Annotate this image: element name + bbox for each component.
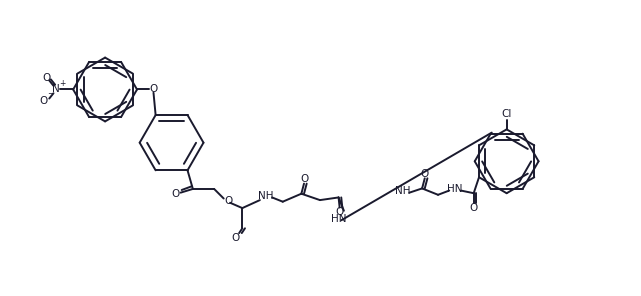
Text: −: − (47, 89, 53, 98)
Text: O: O (232, 233, 240, 243)
Text: NH: NH (258, 192, 274, 201)
Text: O: O (335, 207, 344, 217)
Text: O: O (420, 168, 429, 178)
Text: O: O (42, 73, 51, 83)
Text: O: O (172, 189, 180, 199)
Text: O: O (149, 84, 158, 94)
Text: N: N (53, 84, 60, 94)
Text: O: O (224, 196, 233, 206)
Text: NH: NH (395, 186, 411, 196)
Text: +: + (60, 79, 66, 88)
Text: Cl: Cl (501, 110, 512, 120)
Text: O: O (470, 203, 478, 213)
Text: HN: HN (447, 184, 462, 194)
Text: O: O (300, 174, 308, 184)
Text: HN: HN (331, 214, 346, 224)
Text: O: O (40, 96, 48, 106)
